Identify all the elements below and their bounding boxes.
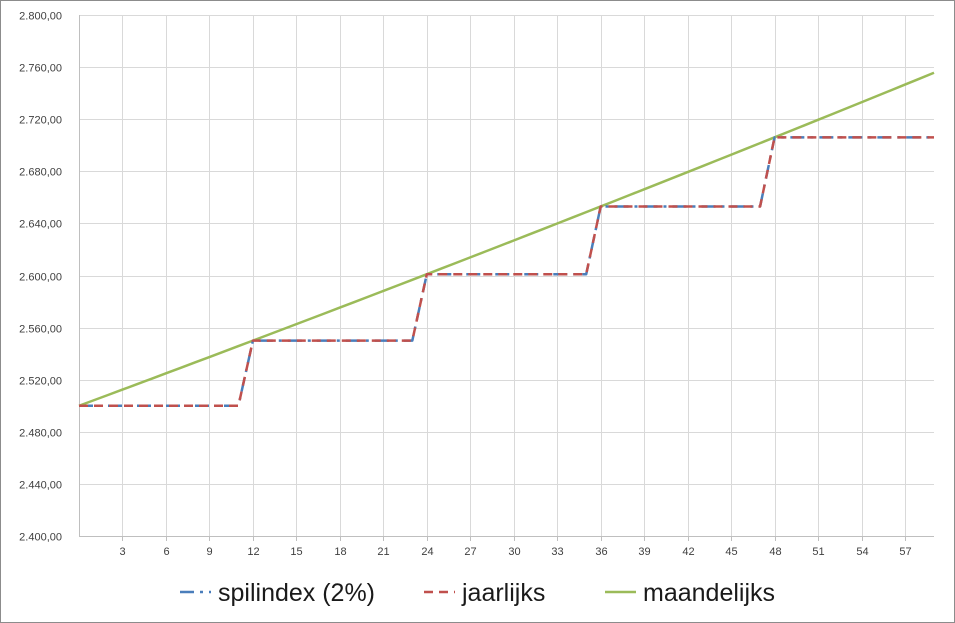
- legend-label: spilindex (2%): [218, 579, 375, 607]
- x-tick-label: 54: [856, 546, 868, 558]
- legend-label: maandelijks: [643, 579, 775, 607]
- y-tick-label: 2.400,00: [19, 532, 62, 544]
- x-tick-label: 21: [377, 546, 389, 558]
- series-line-spilindex-2: [79, 136, 934, 407]
- y-tick-label: 2.720,00: [19, 115, 62, 127]
- x-tick-label: 30: [508, 546, 520, 558]
- x-tick-label: 42: [682, 546, 694, 558]
- y-tick-label: 2.520,00: [19, 376, 62, 388]
- y-tick-label: 2.560,00: [19, 324, 62, 336]
- legend: spilindex (2%) jaarlijks maandelijks: [180, 579, 775, 607]
- x-tick-label: 6: [163, 546, 169, 558]
- series-line-jaarlijks: [79, 136, 934, 407]
- x-tick-label: 12: [247, 546, 259, 558]
- x-tick-label: 33: [551, 546, 563, 558]
- y-tick-label: 2.480,00: [19, 428, 62, 440]
- y-tick-label: 2.440,00: [19, 480, 62, 492]
- x-tick-label: 9: [206, 546, 212, 558]
- y-tick-label: 2.800,00: [19, 11, 62, 23]
- x-tick-label: 48: [769, 546, 781, 558]
- series-lines: [78, 71, 935, 407]
- x-tick-label: 24: [421, 546, 433, 558]
- y-tick-label: 2.600,00: [19, 272, 62, 284]
- y-tick-label: 2.760,00: [19, 63, 62, 75]
- x-tick-label: 39: [638, 546, 650, 558]
- x-tick-label: 57: [899, 546, 911, 558]
- x-tick-label: 15: [290, 546, 302, 558]
- x-tick-label: 27: [464, 546, 476, 558]
- x-tick-label: 45: [725, 546, 737, 558]
- y-tick-label: 2.680,00: [19, 167, 62, 179]
- x-tick-label: 36: [595, 546, 607, 558]
- gridlines: [79, 15, 934, 541]
- legend-label: jaarlijks: [461, 579, 545, 607]
- y-tick-label: 2.640,00: [19, 219, 62, 231]
- x-tick-label: 18: [334, 546, 346, 558]
- x-tick-label: 3: [119, 546, 125, 558]
- x-tick-label: 51: [812, 546, 824, 558]
- x-axis-ticks: 3 6 9 12 15 18 21 24 27 30 33 36 39 42 45 48 51 54 57: [119, 546, 911, 558]
- series-line-maandelijks: [78, 71, 935, 407]
- y-axis-ticks: 2.400,00 2.440,00 2.480,00 2.520,00 2.560,00…: [19, 11, 62, 544]
